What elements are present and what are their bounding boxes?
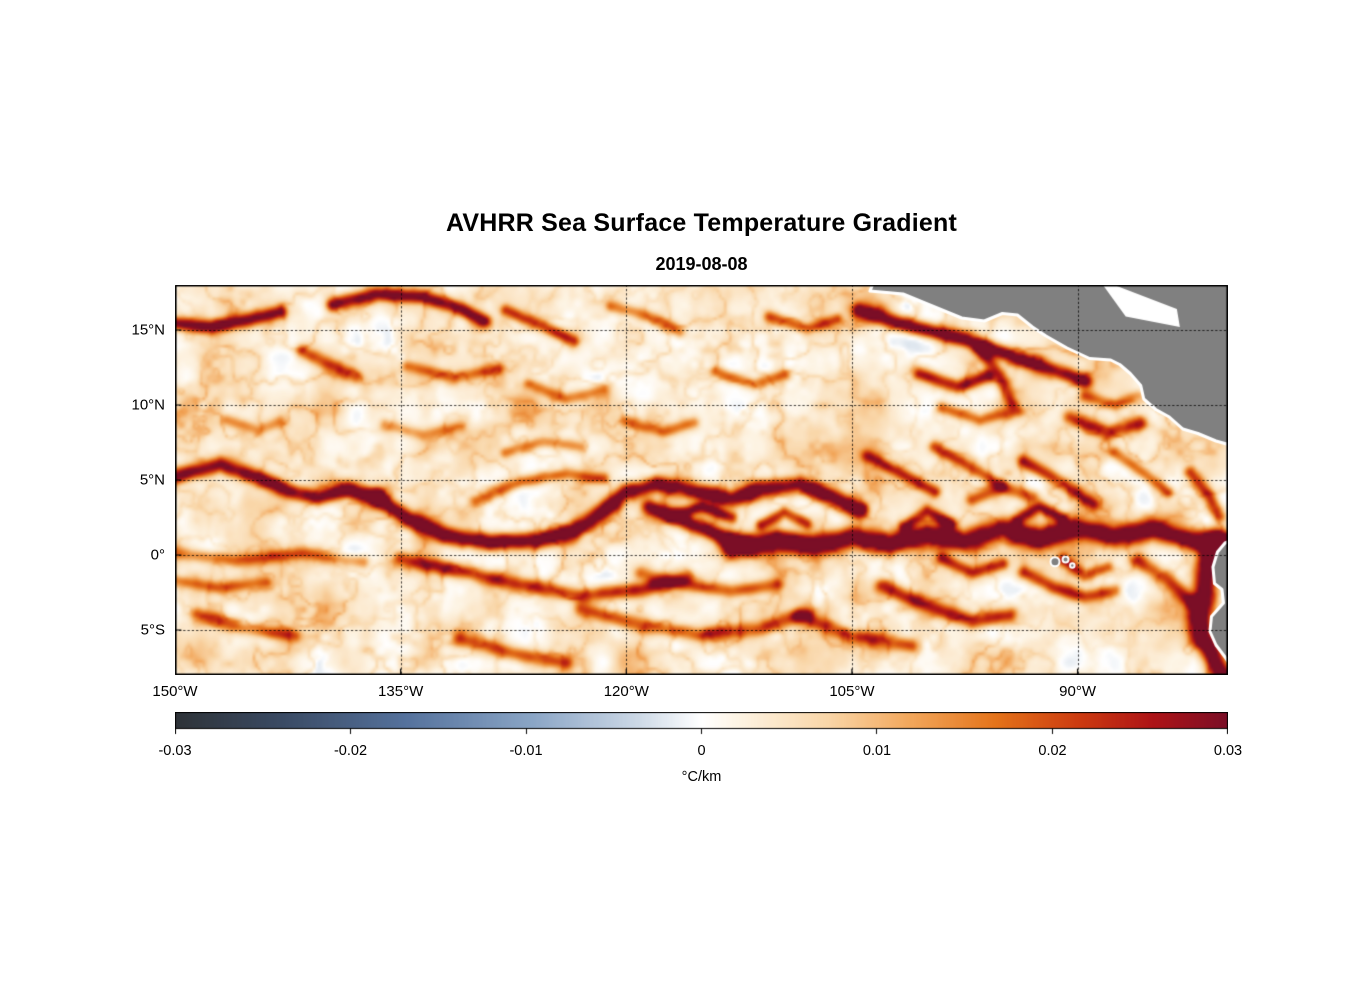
colorbar-gradient-canvas — [175, 712, 1228, 738]
y-axis-tick-label: 10°N — [131, 396, 165, 414]
colorbar: -0.03 -0.02 -0.01 0 0.01 0.02 0.03 °C/km — [158, 712, 1242, 792]
y-axis-tick-label: 15°N — [131, 321, 165, 339]
chart-date-subtitle: 2019-08-08 — [655, 254, 748, 274]
x-axis-tick-label: 90°W — [1059, 683, 1096, 700]
y-axis-tick-label: 0° — [150, 546, 165, 564]
colorbar-tick-label: 0.02 — [1038, 743, 1067, 759]
sst-gradient-map-canvas — [175, 285, 1228, 675]
x-axis-tick-label: 135°W — [378, 683, 424, 700]
x-axis-tick-label: 150°W — [152, 683, 198, 700]
x-axis-tick-label: 120°W — [603, 683, 649, 700]
colorbar-units-label: °C/km — [681, 769, 722, 785]
colorbar-tick-label: 0.03 — [1213, 743, 1243, 759]
colorbar-tick-label: 0 — [697, 743, 706, 759]
colorbar-tick-label: -0.02 — [333, 743, 368, 759]
colorbar-tick-label: 0.01 — [862, 743, 892, 759]
y-axis-tick-label: 5°S — [140, 621, 165, 639]
y-axis-tick-label: 5°N — [139, 471, 165, 489]
chart-title: AVHRR Sea Surface Temperature Gradient — [446, 209, 957, 237]
x-axis-tick-label: 105°W — [829, 683, 875, 700]
colorbar-tick-label: -0.03 — [158, 743, 192, 759]
colorbar-tick-label: -0.01 — [509, 743, 543, 759]
map-plot-area: 15°N 10°N 5°N 0° 5°S 150°W 135°W 120°W 1… — [131, 285, 1228, 700]
